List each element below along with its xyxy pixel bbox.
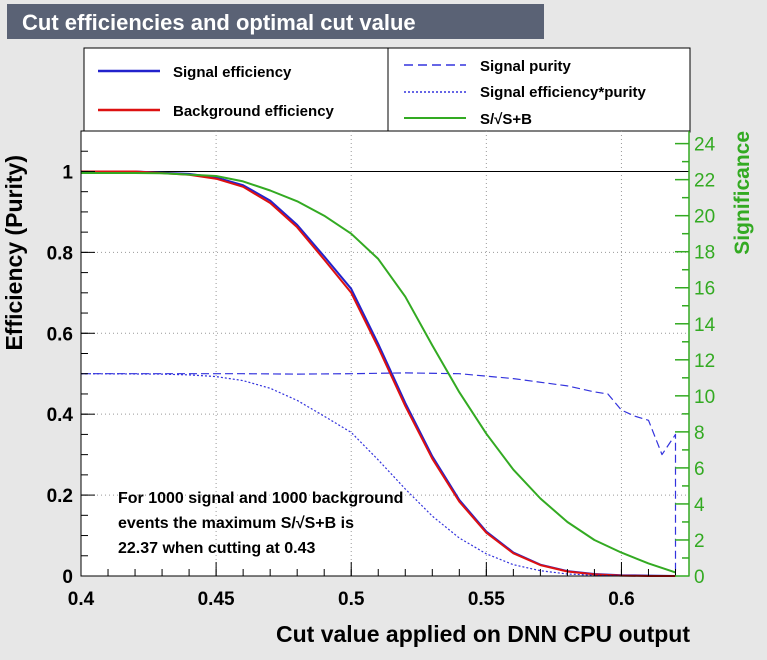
legend-label-signal-efficiency: Signal efficiency <box>173 64 292 81</box>
y2-tick-label-0: 0 <box>694 567 705 588</box>
x-tick-label-0: 0.4 <box>68 589 95 610</box>
series-line-s-s-b <box>81 172 676 574</box>
y-tick-label-3: 0.6 <box>47 324 73 345</box>
y-tick-label-2: 0.4 <box>47 405 74 426</box>
y2-tick-label-3: 6 <box>694 459 705 480</box>
series-line-signal-purity <box>81 372 677 576</box>
legend-label-background-efficiency: Background efficiency <box>173 103 335 120</box>
y2-tick-label-10: 20 <box>694 207 715 228</box>
annotation-line-2: events the maximum S/√S+B is <box>118 515 354 532</box>
legend-entry-signal-efficiency: Signal efficiency <box>98 64 292 81</box>
annotation-line-3: 22.37 when cutting at 0.43 <box>118 540 316 557</box>
legend-entry-background-efficiency: Background efficiency <box>98 103 335 120</box>
y2-tick-label-8: 16 <box>694 279 715 300</box>
y-tick-label-1: 0.2 <box>47 486 73 507</box>
y2-tick-label-1: 2 <box>694 531 705 552</box>
x-axis-title: Cut value applied on DNN CPU output <box>276 621 690 647</box>
x-tick-label-1: 0.45 <box>198 589 235 610</box>
y2-axis-title: Significance <box>731 131 754 255</box>
y2-tick-label-11: 22 <box>694 171 715 192</box>
series-layer <box>80 170 677 577</box>
y2-tick-label-9: 18 <box>694 243 715 264</box>
x-tick-label-2: 0.5 <box>338 589 365 610</box>
legend-box <box>83 47 691 133</box>
annotation-line-1: For 1000 signal and 1000 background <box>118 490 403 507</box>
x-tick-label-3: 0.55 <box>468 589 505 610</box>
y-tick-label-0: 0 <box>62 567 73 588</box>
axes: 0.4 0.45 0.5 0.55 0.600.20.40.60.81024681012… <box>47 130 716 610</box>
y2-tick-label-2: 4 <box>694 495 705 516</box>
x-tick-label-4: 0.6 <box>608 589 634 610</box>
y-axis-title: Efficiency (Purity) <box>1 155 27 351</box>
title-box <box>7 4 544 39</box>
series-line-background-efficiency <box>81 170 676 577</box>
y2-tick-label-4: 8 <box>694 423 705 444</box>
y2-tick-label-12: 24 <box>694 135 716 156</box>
legend-entry-signal-purity: Signal purity <box>404 58 572 75</box>
y-tick-label-5: 1 <box>62 162 73 183</box>
y2-tick-label-5: 10 <box>694 387 715 408</box>
legend-label-signal-purity: Signal purity <box>480 58 572 75</box>
optimal-cut-annotation: For 1000 signal and 1000 background even… <box>118 490 403 557</box>
y2-tick-label-7: 14 <box>694 315 716 336</box>
y2-tick-label-6: 12 <box>694 351 715 372</box>
legend-label-significance: S/√S+B <box>480 111 532 128</box>
legend-label-signal-efficiency-purity: Signal efficiency*purity <box>480 84 647 101</box>
chart-title: Cut efficiencies and optimal cut value <box>22 10 416 35</box>
plot-area <box>80 130 690 577</box>
legend-entry-signal-efficiency-purity: Signal efficiency*purity <box>404 84 647 101</box>
y-tick-label-4: 0.8 <box>47 243 73 264</box>
legend-entry-significance: S/√S+B <box>404 111 532 128</box>
series-line-signal-efficiency-purity <box>80 373 622 577</box>
